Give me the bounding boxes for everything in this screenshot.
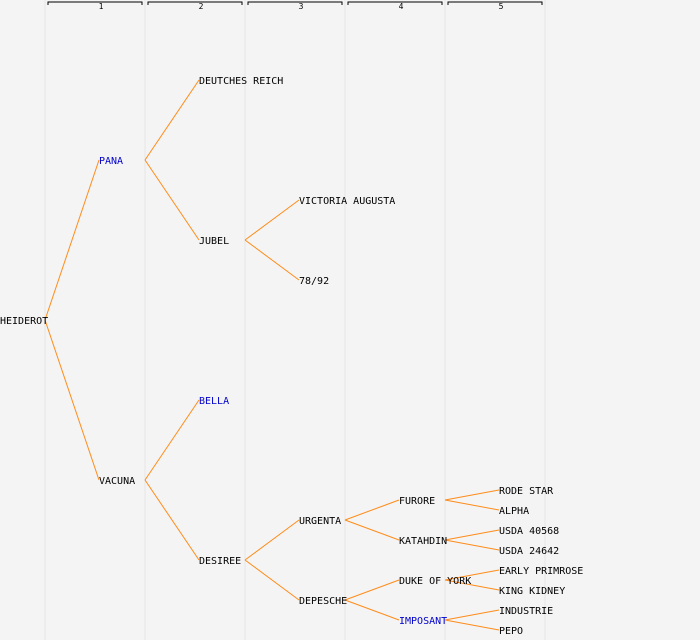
pedigree-node-label: KING KIDNEY	[499, 586, 565, 597]
pedigree-node-label: HEIDEROT	[0, 316, 48, 327]
pedigree-node-label: URGENTA	[299, 516, 341, 527]
pedigree-node-label: USDA 40568	[499, 526, 559, 537]
pedigree-node-label: 78/92	[299, 276, 329, 287]
pedigree-node-label: VACUNA	[99, 476, 135, 487]
generation-bracket	[47, 1, 143, 5]
pedigree-node-label: DEUTCHES REICH	[199, 76, 283, 87]
pedigree-node-label: FURORE	[399, 496, 435, 507]
pedigree-node-label: ALPHA	[499, 506, 529, 517]
generation-label: 5	[499, 2, 504, 11]
pedigree-edge	[444, 619, 500, 631]
pedigree-edge	[444, 569, 500, 581]
pedigree-node-label: JUBEL	[199, 236, 229, 247]
pedigree-edge	[444, 529, 500, 541]
tree-edges	[44, 79, 500, 631]
pedigree-node-label: VICTORIA AUGUSTA	[299, 196, 395, 207]
generation-bracket	[447, 1, 543, 5]
pedigree-edge	[344, 499, 400, 521]
pedigree-edge	[44, 159, 100, 321]
generation-bracket	[347, 1, 443, 5]
generation-label: 2	[199, 2, 204, 11]
tree-labels: HEIDEROT PANA DEUTCHES REICH JUBEL VICTORIA …	[0, 76, 583, 637]
pedigree-edge	[444, 489, 500, 501]
pedigree-edge	[244, 519, 300, 561]
pedigree-node-label: INDUSTRIE	[499, 606, 553, 617]
generation-bracket	[147, 1, 243, 5]
pedigree-node-label: KATAHDIN	[399, 536, 447, 547]
generation-label: 4	[399, 2, 404, 11]
pedigree-edge	[444, 499, 500, 511]
generation-label: 3	[299, 2, 304, 11]
pedigree-edge	[144, 479, 200, 561]
pedigree-node-label: DEPESCHE	[299, 596, 347, 607]
pedigree-edge	[44, 319, 100, 481]
pedigree-edge	[444, 609, 500, 621]
pedigree-edge	[144, 159, 200, 241]
pedigree-edge	[244, 559, 300, 601]
pedigree-node-label: PEPO	[499, 626, 523, 637]
pedigree-edge	[244, 199, 300, 241]
pedigree-edge	[444, 579, 500, 591]
generation-columns: 1 2 3 4 5	[44, 0, 546, 640]
pedigree-node-label: BELLA	[199, 396, 229, 407]
generation-label: 1	[99, 2, 104, 11]
pedigree-node-label: IMPOSANT	[399, 616, 447, 627]
pedigree-node-label: PANA	[99, 156, 123, 167]
pedigree-node-label: USDA 24642	[499, 546, 559, 557]
pedigree-edge	[144, 399, 200, 481]
pedigree-node-label: DUKE OF YORK	[399, 576, 471, 587]
pedigree-edge	[344, 599, 400, 621]
pedigree-edge	[444, 539, 500, 551]
pedigree-node-label: EARLY PRIMROSE	[499, 566, 583, 577]
generation-bracket	[247, 1, 343, 5]
pedigree-node-label: DESIREE	[199, 556, 241, 567]
pedigree-edge	[244, 239, 300, 281]
pedigree-edge	[344, 579, 400, 601]
pedigree-node-label: RODE STAR	[499, 486, 554, 497]
pedigree-edge	[344, 519, 400, 541]
pedigree-edge	[144, 79, 200, 161]
